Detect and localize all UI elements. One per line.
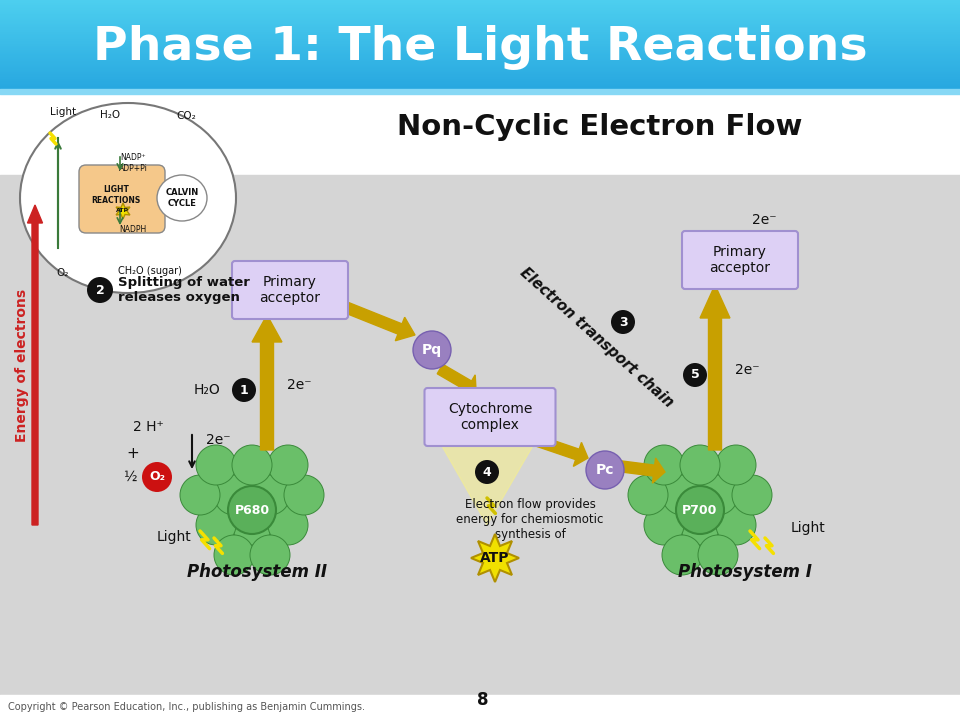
Text: ATP: ATP [480,551,510,565]
Circle shape [268,505,308,545]
FancyArrow shape [252,315,282,450]
Text: NADP⁺: NADP⁺ [120,153,146,162]
Text: 8: 8 [477,691,489,709]
Circle shape [732,475,772,515]
Circle shape [232,445,272,485]
Circle shape [716,445,756,485]
Text: Primary
acceptor: Primary acceptor [709,245,771,275]
Circle shape [676,486,724,534]
Text: 2: 2 [96,284,105,297]
Text: Cytochrome
complex: Cytochrome complex [447,402,532,432]
Text: Light: Light [50,107,76,117]
Text: O₂: O₂ [57,268,69,278]
Text: 1: 1 [240,384,249,397]
FancyArrow shape [437,364,476,397]
Text: 2e⁻: 2e⁻ [735,363,759,377]
Text: 4: 4 [483,466,492,479]
Text: NADPH: NADPH [119,225,147,234]
Circle shape [662,475,702,515]
Ellipse shape [20,103,236,293]
Circle shape [680,445,720,485]
Text: Electron flow provides
energy for chemiosmotic
synthesis of: Electron flow provides energy for chemio… [456,498,604,541]
Circle shape [413,331,451,369]
Ellipse shape [157,175,207,221]
FancyArrow shape [533,435,588,467]
Circle shape [228,486,276,534]
Text: CALVIN
CYCLE: CALVIN CYCLE [165,189,199,207]
Text: CO₂: CO₂ [176,111,196,121]
Text: H₂O: H₂O [100,110,120,120]
Text: P700: P700 [683,503,718,516]
Text: Phase 1: The Light Reactions: Phase 1: The Light Reactions [93,24,867,70]
Text: 2e⁻: 2e⁻ [205,433,230,447]
FancyBboxPatch shape [79,165,165,233]
Circle shape [698,475,738,515]
Text: ½: ½ [123,470,136,484]
Text: +: + [127,446,139,461]
FancyArrow shape [338,300,415,341]
Circle shape [142,462,172,492]
Circle shape [250,475,290,515]
Circle shape [698,535,738,575]
Circle shape [683,363,707,387]
Circle shape [196,445,236,485]
Circle shape [586,451,624,489]
Circle shape [87,277,113,303]
Polygon shape [471,534,519,582]
Text: Energy of electrons: Energy of electrons [15,289,29,441]
Circle shape [644,505,684,545]
Circle shape [232,378,256,402]
Circle shape [180,475,220,515]
Circle shape [284,475,324,515]
Circle shape [716,505,756,545]
Text: Light: Light [156,530,191,544]
Text: Pc: Pc [596,463,614,477]
FancyBboxPatch shape [232,261,348,319]
Text: 2e⁻: 2e⁻ [287,378,312,392]
Text: 2 H⁺: 2 H⁺ [132,420,163,434]
Circle shape [611,310,635,334]
FancyArrow shape [700,285,730,450]
Text: Primary
acceptor: Primary acceptor [259,275,321,305]
Text: CH₂O (sugar): CH₂O (sugar) [118,266,182,276]
Text: LIGHT
REACTIONS: LIGHT REACTIONS [91,185,140,204]
Text: Light: Light [791,521,826,535]
Circle shape [214,535,254,575]
Text: Non-Cyclic Electron Flow: Non-Cyclic Electron Flow [397,113,803,141]
Text: P680: P680 [234,503,270,516]
Circle shape [644,445,684,485]
Polygon shape [430,425,545,525]
Circle shape [250,535,290,575]
Circle shape [196,505,236,545]
FancyBboxPatch shape [682,231,798,289]
Circle shape [628,475,668,515]
Text: Electron transport chain: Electron transport chain [517,265,677,410]
Circle shape [475,460,499,484]
Circle shape [214,475,254,515]
Text: Copyright © Pearson Education, Inc., publishing as Benjamin Cummings.: Copyright © Pearson Education, Inc., pub… [8,702,365,712]
Text: ATP: ATP [116,209,130,214]
FancyBboxPatch shape [424,388,556,446]
Circle shape [662,535,702,575]
Text: H₂O: H₂O [194,383,221,397]
Text: Pq: Pq [422,343,442,357]
Circle shape [232,505,272,545]
Text: Photosystem I: Photosystem I [678,563,812,581]
Polygon shape [116,203,130,219]
Text: Photosystem II: Photosystem II [187,563,327,581]
Text: O₂: O₂ [149,470,165,484]
Text: ADP+Pi: ADP+Pi [119,164,148,173]
Text: 2e⁻: 2e⁻ [752,213,777,227]
Text: Splitting of water
releases oxygen: Splitting of water releases oxygen [118,276,250,304]
Circle shape [680,505,720,545]
Text: 3: 3 [618,315,627,328]
FancyArrow shape [28,205,42,525]
FancyArrow shape [610,458,665,483]
Circle shape [268,445,308,485]
Text: 5: 5 [690,369,700,382]
